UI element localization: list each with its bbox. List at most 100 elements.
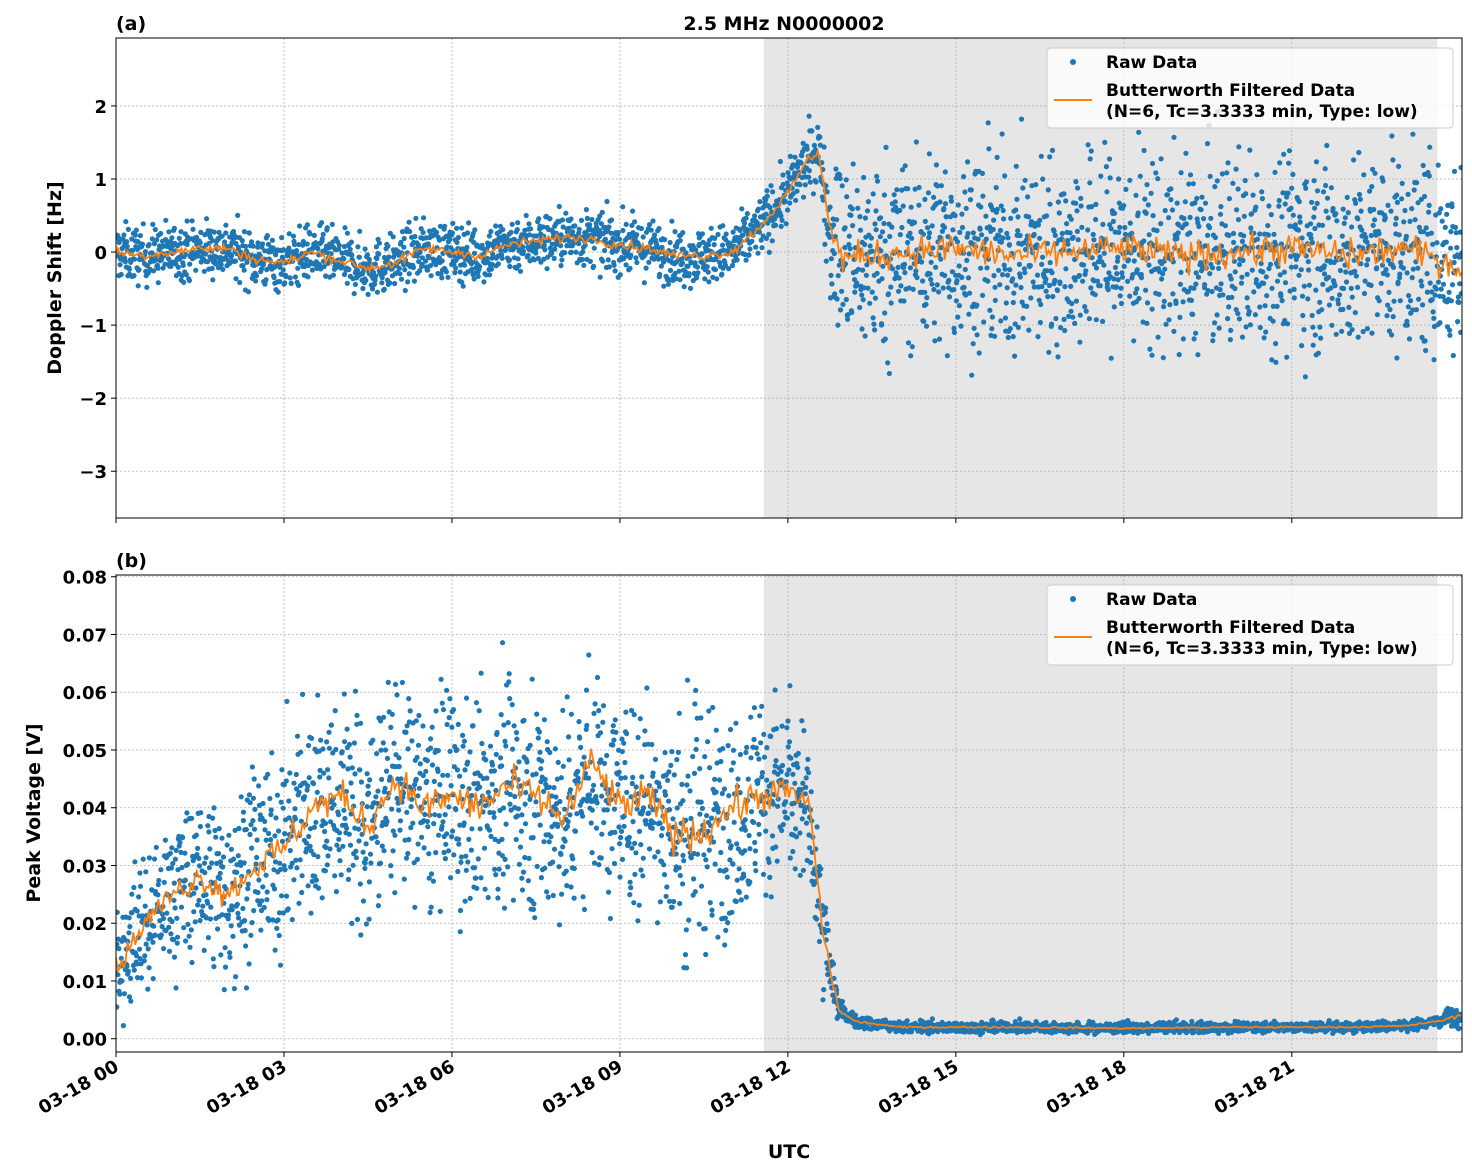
- raw-data-point: [1161, 304, 1167, 310]
- raw-data-point: [1141, 238, 1147, 244]
- raw-data-point: [953, 298, 960, 304]
- raw-data-point: [351, 291, 357, 297]
- raw-data-point: [759, 770, 766, 776]
- raw-data-point: [1208, 215, 1214, 221]
- raw-data-point: [1142, 196, 1148, 202]
- raw-data-point: [698, 799, 704, 805]
- raw-data-point: [243, 985, 250, 991]
- raw-data-point: [774, 858, 780, 864]
- raw-data-point: [533, 799, 539, 805]
- raw-data-point: [305, 274, 311, 280]
- raw-data-point: [1431, 315, 1437, 321]
- raw-data-point: [722, 915, 729, 921]
- raw-data-point: [484, 775, 490, 781]
- raw-data-point: [715, 934, 721, 940]
- raw-data-point: [253, 273, 259, 279]
- legend-raw-label: Raw Data: [1106, 53, 1197, 73]
- raw-data-point: [1361, 290, 1368, 297]
- raw-data-point: [1276, 203, 1282, 209]
- raw-data-point: [131, 256, 138, 262]
- raw-data-point: [1309, 312, 1315, 319]
- raw-data-point: [685, 263, 691, 269]
- raw-data-point: [153, 257, 159, 263]
- raw-data-point: [518, 828, 525, 834]
- raw-data-point: [861, 174, 867, 181]
- raw-data-point: [1448, 229, 1454, 235]
- raw-data-point: [1395, 279, 1401, 285]
- raw-data-point: [492, 866, 498, 872]
- raw-data-point: [357, 767, 363, 773]
- raw-data-point: [500, 227, 506, 233]
- y-tick-label: 0.08: [63, 568, 107, 589]
- raw-data-point: [610, 742, 616, 748]
- raw-data-point: [768, 894, 774, 900]
- raw-data-point: [189, 959, 195, 966]
- raw-data-point: [1017, 274, 1023, 280]
- raw-data-point: [186, 933, 192, 939]
- raw-data-point: [283, 778, 289, 784]
- raw-data-point: [396, 763, 402, 770]
- raw-data-point: [576, 241, 582, 247]
- raw-data-point: [1426, 209, 1432, 215]
- raw-data-point: [472, 227, 478, 233]
- raw-data-point: [1169, 207, 1176, 213]
- raw-data-point: [722, 942, 728, 948]
- raw-data-point: [428, 273, 434, 279]
- raw-data-point: [546, 839, 552, 845]
- raw-data-point: [530, 835, 536, 841]
- raw-data-point: [1251, 289, 1257, 295]
- raw-data-point: [723, 867, 729, 873]
- raw-data-point: [1079, 224, 1085, 230]
- raw-data-point: [999, 131, 1005, 137]
- raw-data-point: [373, 244, 379, 250]
- raw-data-point: [213, 254, 219, 260]
- raw-data-point: [131, 884, 137, 891]
- raw-data-point: [733, 898, 739, 905]
- raw-data-point: [144, 922, 150, 928]
- raw-data-point: [547, 749, 553, 756]
- raw-data-point: [1108, 226, 1114, 232]
- y-tick-label: 0.00: [63, 1030, 107, 1051]
- raw-data-point: [1390, 157, 1396, 163]
- raw-data-point: [608, 217, 615, 223]
- raw-data-point: [156, 877, 162, 884]
- raw-data-point: [406, 696, 412, 702]
- raw-data-point: [158, 932, 164, 938]
- raw-data-point: [713, 727, 719, 733]
- raw-data-point: [576, 719, 582, 725]
- raw-data-point: [611, 737, 617, 743]
- raw-data-point: [197, 917, 203, 924]
- raw-data-point: [1210, 338, 1216, 344]
- raw-data-point: [1428, 230, 1434, 236]
- raw-data-point: [135, 283, 141, 289]
- raw-data-point: [181, 925, 187, 931]
- raw-data-point: [615, 230, 621, 236]
- raw-data-point: [246, 230, 252, 236]
- raw-data-point: [503, 743, 509, 749]
- raw-data-point: [1163, 321, 1169, 327]
- raw-data-point: [816, 938, 823, 945]
- raw-data-point: [552, 746, 559, 752]
- raw-data-point: [533, 771, 539, 777]
- y-tick-label: 0.03: [63, 856, 107, 877]
- raw-data-point: [1217, 211, 1224, 217]
- raw-data-point: [1455, 319, 1461, 325]
- raw-data-point: [583, 687, 590, 693]
- raw-data-point: [1075, 185, 1081, 191]
- raw-data-point: [138, 975, 144, 981]
- raw-data-point: [922, 289, 928, 295]
- raw-data-point: [1076, 272, 1082, 279]
- raw-data-point: [117, 991, 123, 997]
- raw-data-point: [275, 289, 281, 295]
- raw-data-point: [151, 856, 158, 862]
- raw-data-point: [124, 963, 130, 969]
- raw-data-point: [951, 287, 957, 293]
- raw-data-point: [274, 792, 280, 798]
- raw-data-point: [632, 219, 638, 225]
- raw-data-point: [1089, 204, 1095, 210]
- raw-data-point: [1066, 248, 1072, 254]
- raw-data-point: [369, 286, 376, 292]
- raw-data-point: [629, 222, 635, 228]
- raw-data-point: [1235, 310, 1241, 317]
- raw-data-point: [1018, 116, 1025, 122]
